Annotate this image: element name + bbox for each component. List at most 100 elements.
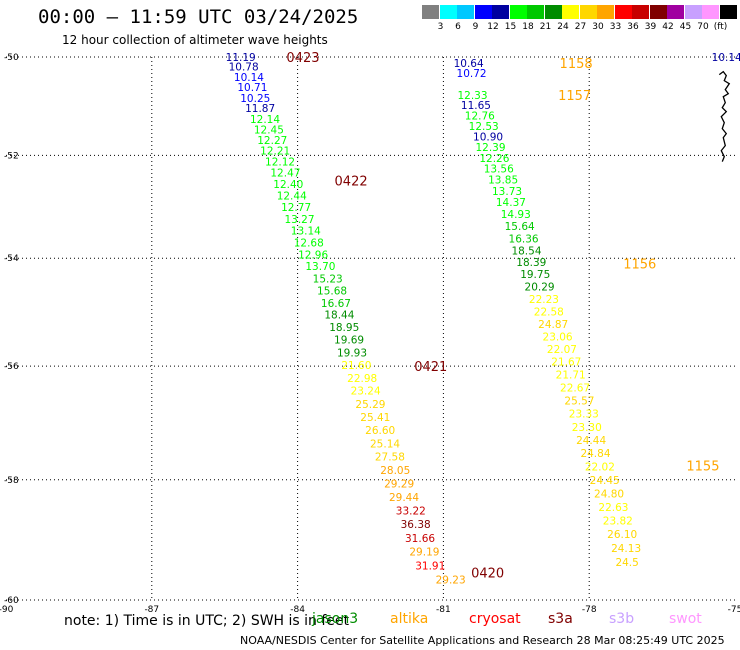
swh-value: 23.33 — [569, 409, 599, 421]
swh-value: 24.80 — [594, 488, 624, 500]
colorbar-swatch — [719, 5, 737, 19]
swh-value: 11.87 — [245, 103, 275, 115]
swh-value: 23.24 — [351, 386, 381, 398]
y-tick-label: -60 — [4, 596, 19, 606]
swh-value: 29.44 — [389, 492, 419, 504]
colorbar-label: 21 — [539, 22, 552, 32]
swh-value: 26.60 — [365, 425, 395, 437]
colorbar-label: 3 — [437, 22, 444, 32]
pass-time-label: 0423 — [286, 51, 319, 66]
pass-time-label: 1158 — [560, 57, 593, 72]
colorbar-swatch — [474, 5, 492, 19]
credit-line: NOAA/NESDIS Center for Satellite Applica… — [240, 634, 725, 647]
pass-time-label: 0422 — [335, 175, 368, 190]
y-tick-label: -50 — [4, 53, 19, 63]
swh-value: 10.25 — [240, 93, 270, 105]
swh-value: 12.12 — [265, 156, 295, 168]
swh-value: 10.14 — [712, 52, 740, 64]
colorbar-label: 12 — [487, 22, 499, 32]
swh-value: 22.02 — [585, 461, 615, 473]
colorbar-label: 9 — [472, 22, 479, 32]
swh-value: 22.63 — [598, 502, 628, 514]
colorbar-swatch — [597, 5, 614, 19]
swh-value: 10.14 — [234, 72, 264, 84]
y-tick-label: -54 — [4, 254, 19, 264]
swh-value: 10.71 — [237, 82, 267, 94]
swh-value: 16.67 — [321, 298, 351, 310]
satellite-s3b: s3b — [609, 611, 635, 627]
pass-time-label: 1156 — [623, 257, 656, 272]
swh-value: 13.85 — [488, 175, 518, 187]
swh-value: 22.98 — [347, 373, 377, 385]
colorbar-swatch — [667, 5, 684, 19]
swh-value: 12.26 — [479, 153, 509, 165]
map-subtitle: 12 hour collection of altimeter wave hei… — [62, 33, 328, 47]
swh-value: 13.14 — [291, 225, 321, 237]
colorbar-label: 18 — [522, 22, 534, 32]
colorbar-swatch — [702, 5, 719, 19]
colorbar-swatch — [439, 5, 457, 19]
swh-value: 12.39 — [475, 142, 505, 154]
satellite-swot: swot — [669, 611, 702, 627]
colorbar-swatch — [492, 5, 509, 19]
swh-value: 29.19 — [409, 547, 439, 559]
swh-value: 13.70 — [305, 261, 335, 273]
footnote: note: 1) Time is in UTC; 2) SWH is in fe… — [64, 613, 350, 629]
swh-value: 21.67 — [551, 357, 581, 369]
colorbar-swatch — [509, 5, 527, 19]
swh-value: 10.72 — [457, 68, 487, 80]
swh-value: 24.13 — [611, 543, 641, 555]
swh-value: 29.29 — [384, 478, 414, 490]
pass-time-label: 1157 — [558, 89, 591, 104]
swh-value: 12.33 — [457, 90, 487, 102]
swh-value: 13.73 — [492, 186, 522, 198]
swh-value: 23.06 — [543, 331, 573, 343]
swh-value: 18.54 — [511, 245, 541, 257]
swh-value: 24.5 — [615, 557, 638, 569]
colorbar-swatch — [684, 5, 702, 19]
colorbar-label: 70 — [697, 22, 709, 32]
swh-value: 22.23 — [529, 294, 559, 306]
swh-value: 12.47 — [270, 168, 300, 180]
swh-value: 14.37 — [496, 197, 526, 209]
x-tick-label: -90 — [0, 605, 14, 615]
colorbar-label: 15 — [504, 22, 517, 32]
swh-observations: 11.1910.7810.1410.7110.2511.8712.1412.45… — [226, 52, 740, 587]
swh-value: 21.71 — [556, 369, 586, 381]
colorbar-swatch — [649, 5, 667, 19]
y-tick-label: -52 — [4, 151, 19, 161]
x-tick-label: -78 — [582, 605, 597, 615]
swh-value: 12.77 — [281, 202, 311, 214]
swh-value: 19.75 — [520, 269, 550, 281]
colorbar-label: 24 — [557, 22, 569, 32]
swh-value: 16.36 — [509, 233, 539, 245]
x-tick-label: -87 — [144, 605, 159, 615]
swh-value: 12.76 — [465, 111, 495, 123]
swh-value: 22.67 — [560, 382, 590, 394]
axis-tick-labels: -90 -87 -84 -81 -78 -75 -50 -52 -54 -56 -58 -60 — [0, 53, 740, 615]
swh-value: 22.07 — [547, 344, 577, 356]
swh-value: 15.23 — [313, 273, 343, 285]
y-tick-label: -56 — [4, 362, 19, 372]
coastline — [718, 70, 731, 162]
swh-value: 31.66 — [405, 533, 435, 545]
colorbar-swatch — [562, 5, 579, 19]
swh-value: 18.39 — [516, 257, 546, 269]
swh-value: 11.65 — [461, 100, 491, 112]
swh-value: 28.05 — [380, 465, 410, 477]
colorbar-swatch — [457, 5, 474, 19]
swh-value: 12.96 — [298, 250, 328, 262]
colorbar-swatch — [527, 5, 544, 19]
swh-value: 23.82 — [603, 515, 633, 527]
swh-value: 26.10 — [607, 529, 637, 541]
coastline-fragments — [718, 70, 731, 162]
swh-value: 18.44 — [324, 310, 354, 322]
swh-value: 11.19 — [226, 52, 256, 64]
pass-time-labels: 0423 0422 0421 0420 1158 1157 1156 1155 — [286, 51, 719, 581]
swh-value: 19.69 — [334, 335, 364, 347]
swh-value: 22.58 — [534, 307, 564, 319]
pass-time-label: 1155 — [686, 459, 719, 474]
colorbar-swatch — [632, 5, 649, 19]
pass-time-label: 0421 — [414, 360, 447, 375]
